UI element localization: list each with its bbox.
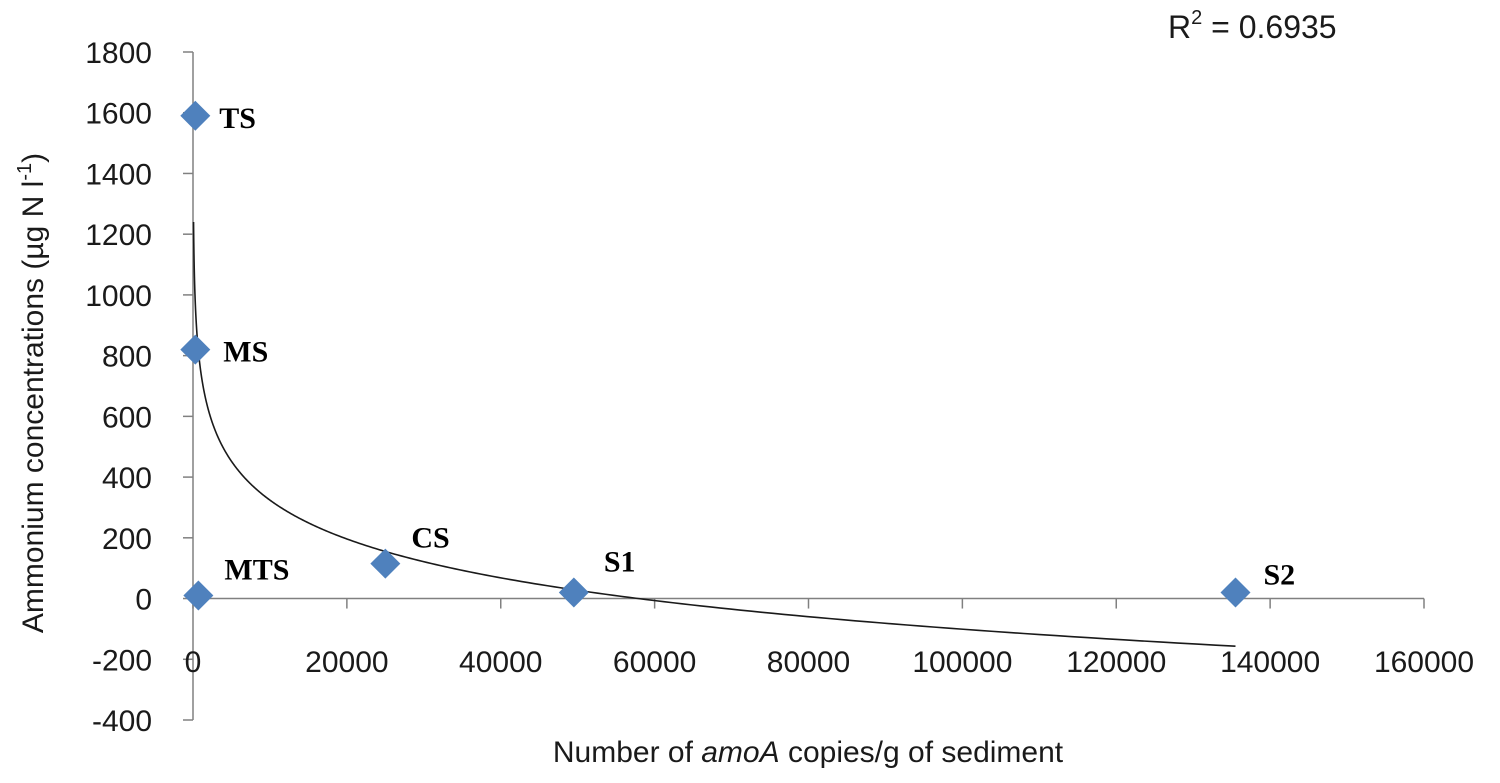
y-tick-label: 0 [135,584,152,617]
axes: -400 -200 0 200 400 600 800 1000 1200 1400 1600 180… [85,37,1474,738]
y-tick-label: 1400 [85,158,152,191]
point-label-s1: S1 [604,545,636,578]
logarithmic-trendline [192,222,1236,648]
x-tick-label: 20000 [305,646,388,679]
point-label-ts: TS [219,102,256,135]
y-tick-label: 1000 [85,280,152,313]
x-tick-label: 120000 [1066,646,1166,679]
x-tick-label: 160000 [1374,646,1474,679]
r-squared-label: R2 = 0.6935 [1168,7,1337,45]
y-axis-title: Ammonium concentrations (µg N l-1) [14,153,50,633]
x-tick-label: 0 [185,646,202,679]
y-tick-label: -200 [92,644,152,677]
data-point-s1 [558,577,589,608]
data-point-s2 [1220,577,1251,608]
data-point-ts [180,100,211,131]
y-tick-label: 1200 [85,219,152,252]
y-tick-label: 600 [102,401,152,434]
x-tick-label: 100000 [912,646,1012,679]
data-point-ms [180,334,211,365]
y-tick-label: 400 [102,462,152,495]
x-tick-label: 140000 [1220,646,1320,679]
data-points [180,100,1251,611]
y-tick-label: -400 [92,705,152,738]
point-label-mts: MTS [224,554,289,587]
point-label-cs: CS [411,522,449,555]
x-tick-label: 80000 [767,646,850,679]
trendline-group [192,222,1236,648]
y-tick-label: 800 [102,341,152,374]
y-tick-label: 1800 [85,37,152,70]
data-point-cs [370,548,401,579]
x-tick-label: 60000 [613,646,696,679]
point-label-ms: MS [223,336,268,369]
x-tick-label: 40000 [459,646,542,679]
y-tick-label: 1600 [85,98,152,131]
point-labels: TS MS MTS CS S1 S2 [219,102,1295,592]
y-tick-label: 200 [102,523,152,556]
point-label-s2: S2 [1264,558,1296,591]
x-axis-title: Number of amoA copies/g of sediment [553,736,1064,769]
data-point-mts [183,580,214,611]
